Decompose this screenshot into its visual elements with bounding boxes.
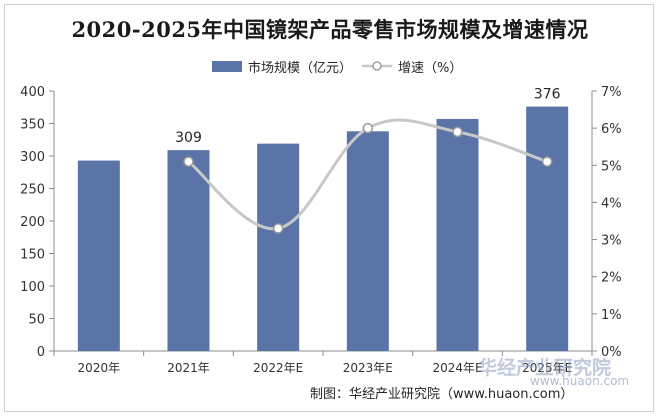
y-left-tick-label: 300 (20, 150, 45, 165)
axes: 0 50 100 150 200 250 300 350 400 0% 1% 2% 3% 4% 5% 6% 7%… (20, 85, 621, 375)
y-right-tick-label: 6% (601, 122, 622, 137)
watermark-url: www.huaon.com (530, 374, 629, 388)
y-right-tick-label: 4% (601, 196, 622, 211)
y-right-tick-label: 1% (601, 308, 622, 323)
bars (77, 106, 569, 351)
y-right-tick-label: 0% (601, 345, 622, 360)
bar (77, 160, 120, 351)
y-right-tick-label: 5% (601, 159, 622, 174)
data-labels: 309 376 (175, 87, 560, 147)
growth-point (272, 223, 284, 234)
y-right-tick-label: 7% (601, 85, 622, 100)
legend-label-line: 增速（%） (398, 61, 462, 76)
x-tick-label: 2023年E (343, 361, 393, 375)
growth-point (183, 156, 194, 167)
x-tick-label: 2025年E (522, 361, 572, 375)
y-left-tick-label: 200 (20, 215, 45, 230)
y-right-tick-label: 2% (601, 271, 622, 286)
x-tick-label: 2022年E (253, 361, 303, 375)
chart-credit: 制图：华经产业研究院（www.huaon.com） (310, 387, 573, 402)
y-left-tick-label: 250 (20, 183, 45, 198)
y-left-tick-label: 400 (20, 85, 45, 100)
chart-title: 2020-2025年中国镜架产品零售市场规模及增速情况 (71, 17, 589, 42)
bar (257, 143, 300, 351)
bar-data-label: 376 (534, 87, 561, 103)
bar (526, 106, 569, 351)
growth-line (183, 118, 553, 234)
y-left-tick-label: 0 (37, 345, 45, 360)
legend-label-bar: 市场规模（亿元） (248, 60, 352, 76)
x-tick-label: 2020年 (78, 361, 121, 375)
y-left-tick-label: 100 (20, 280, 45, 295)
bar-data-label: 309 (175, 130, 202, 146)
legend: 市场规模（亿元） 增速（%） (212, 60, 462, 76)
x-tick-label: 2021年 (167, 361, 210, 375)
bar (346, 131, 389, 351)
y-left-tick-label: 350 (20, 118, 45, 133)
growth-line-path (187, 118, 548, 231)
x-tick-label: 2024年E (432, 361, 482, 375)
growth-point (541, 156, 553, 167)
watermark-text: 华经产业研究院 (478, 356, 611, 379)
y-left-tick-label: 50 (28, 313, 45, 328)
bar (436, 118, 479, 351)
growth-point (362, 122, 374, 134)
legend-swatch-bar (212, 61, 242, 72)
legend-marker-line (372, 61, 382, 71)
y-right-tick-label: 3% (601, 234, 622, 249)
bar (167, 150, 210, 351)
growth-point (452, 126, 463, 138)
y-left-tick-label: 150 (20, 248, 45, 263)
